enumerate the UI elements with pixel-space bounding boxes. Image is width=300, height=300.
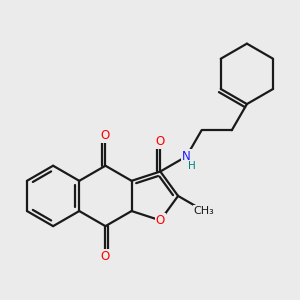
Text: O: O <box>156 135 165 148</box>
Text: CH₃: CH₃ <box>194 206 214 216</box>
Text: H: H <box>188 160 196 170</box>
Text: O: O <box>156 214 165 227</box>
Text: N: N <box>182 150 191 163</box>
Text: O: O <box>101 250 110 263</box>
Text: O: O <box>101 129 110 142</box>
